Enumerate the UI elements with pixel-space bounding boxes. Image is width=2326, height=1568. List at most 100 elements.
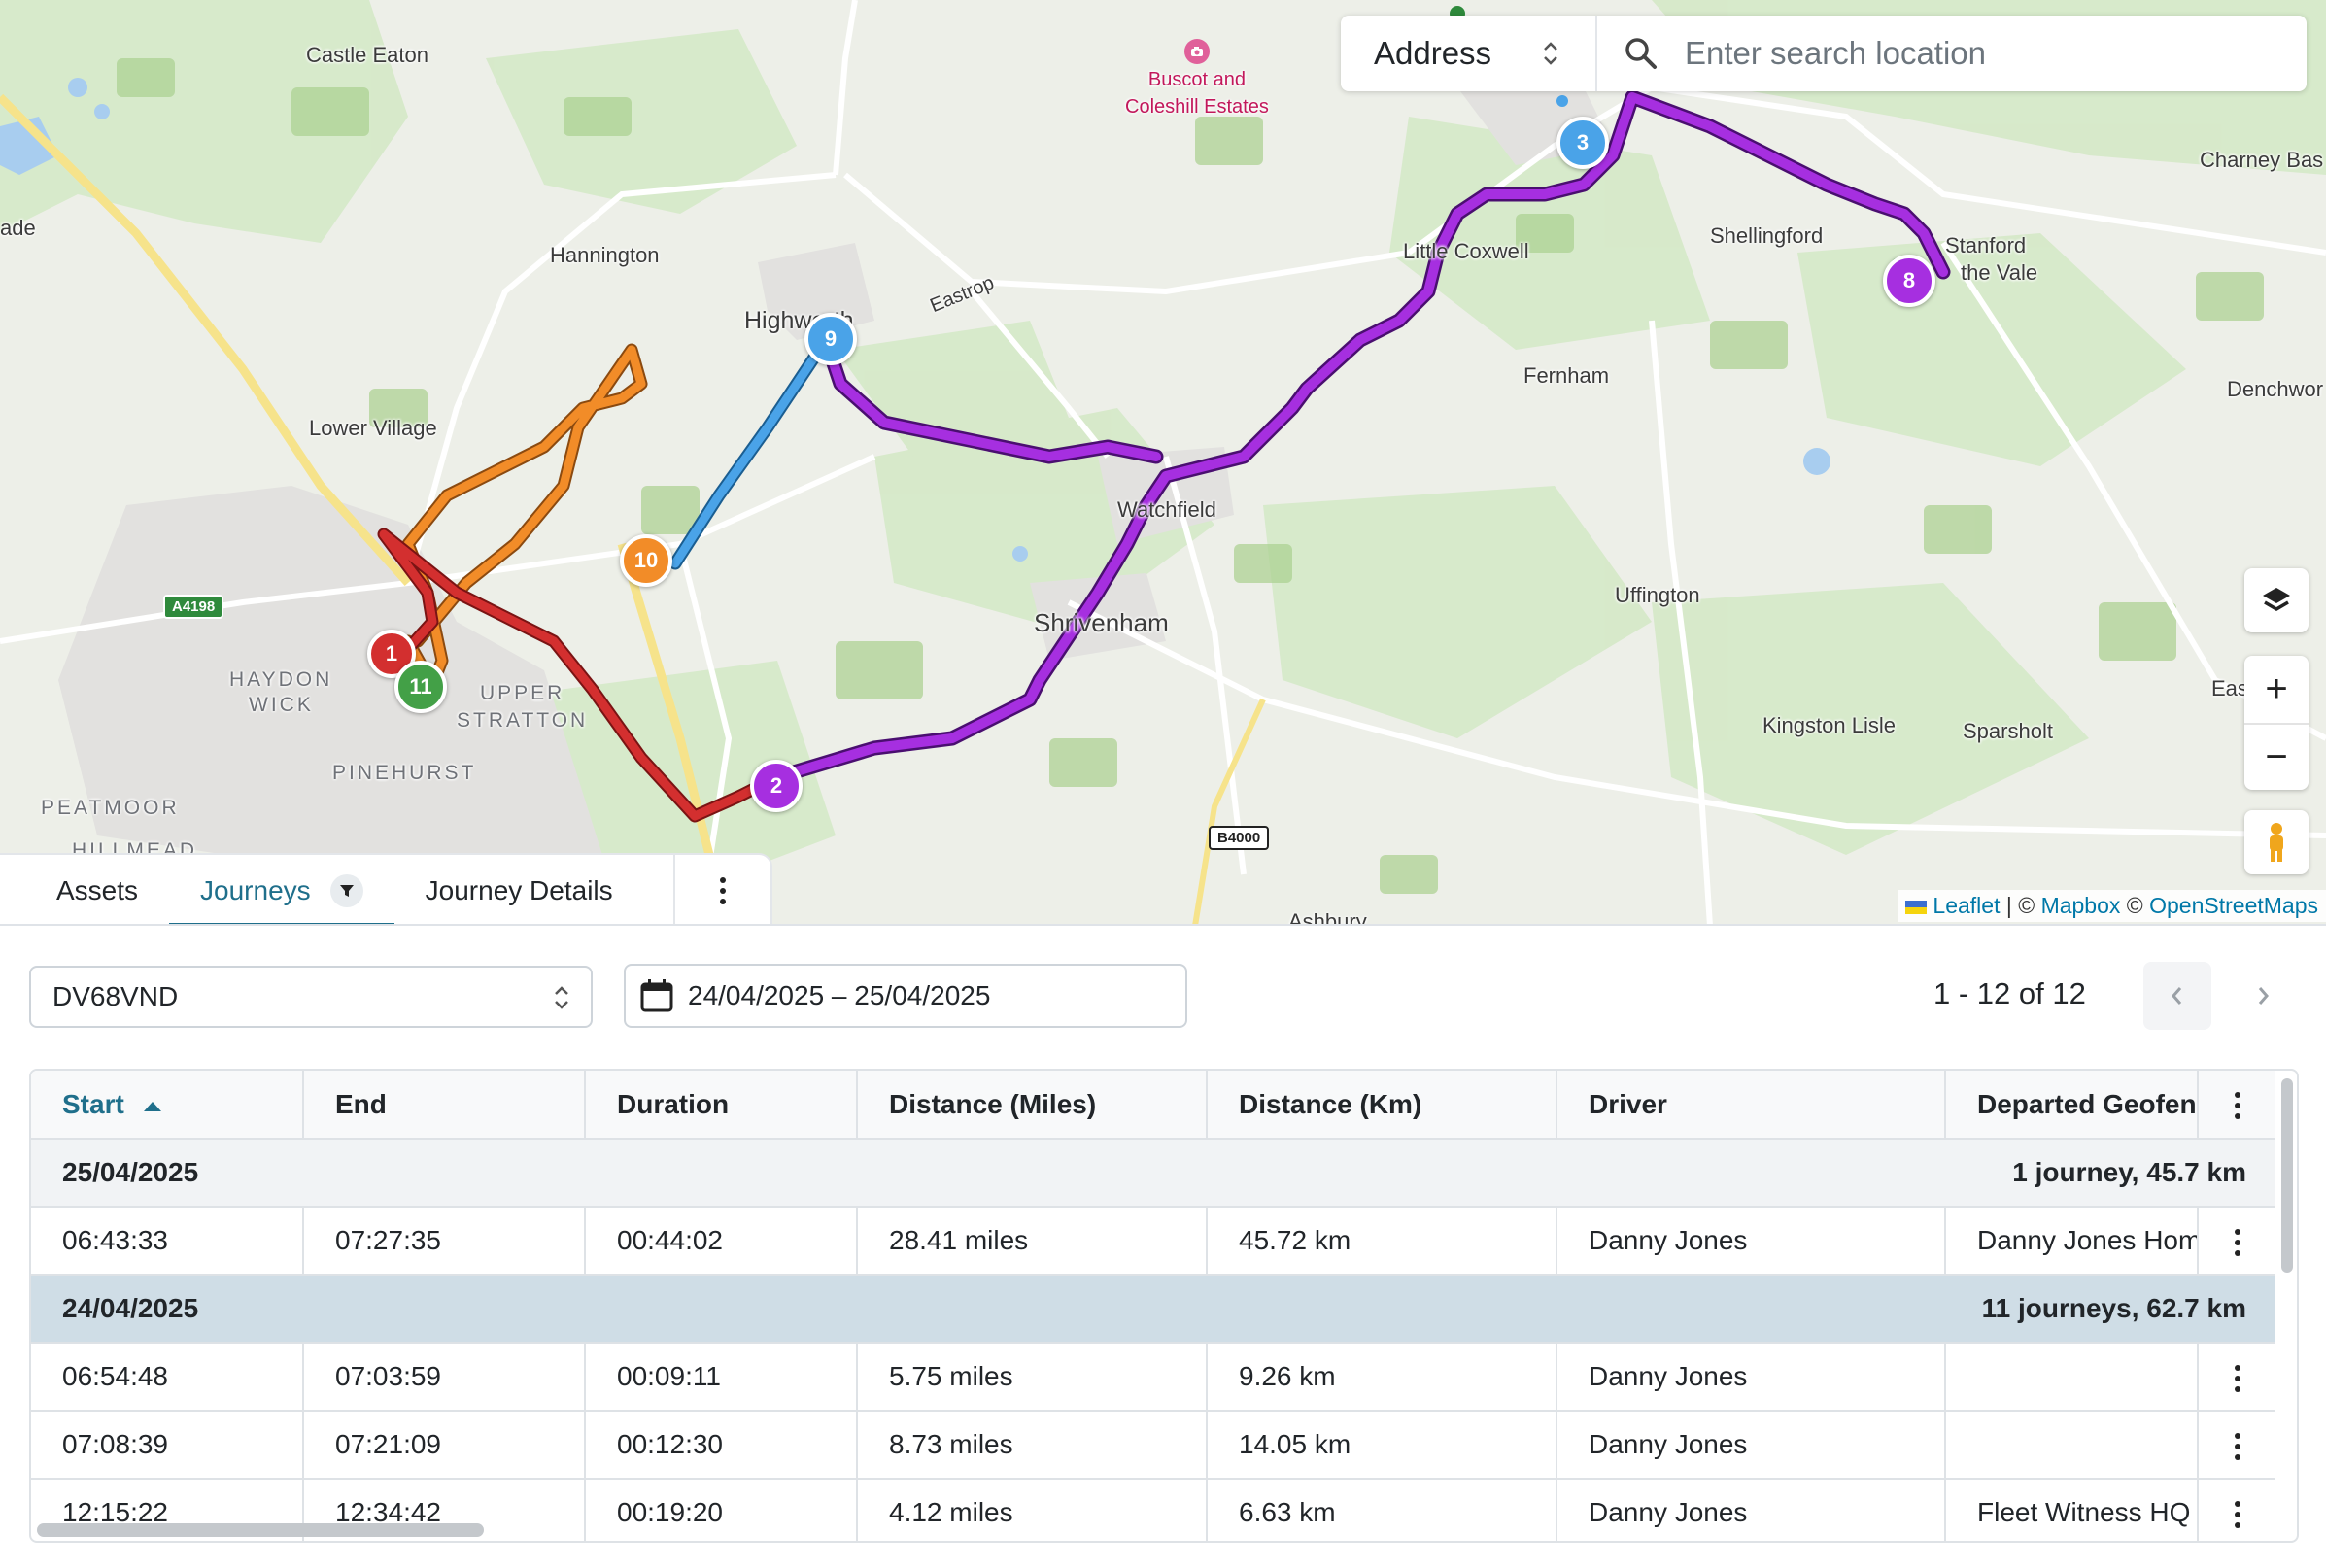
place-label: Denchwor bbox=[2227, 377, 2324, 401]
column-header-start[interactable]: Start bbox=[31, 1071, 304, 1140]
zoom-out-button[interactable]: − bbox=[2244, 723, 2309, 790]
area-label: UPPER bbox=[480, 682, 565, 704]
more-vertical-icon bbox=[2234, 1228, 2240, 1256]
search-input[interactable] bbox=[1685, 35, 2307, 72]
group-summary: 1 journey, 45.7 km bbox=[1207, 1139, 2275, 1208]
place-label: Lower Village bbox=[309, 416, 437, 440]
journey-marker[interactable]: 3 bbox=[1556, 117, 1609, 169]
column-header-distance-km[interactable]: Distance (Km) bbox=[1207, 1071, 1557, 1140]
horizontal-scrollbar[interactable] bbox=[37, 1523, 484, 1537]
journey-marker[interactable]: 10 bbox=[620, 534, 672, 587]
group-date: 24/04/2025 bbox=[31, 1275, 1207, 1344]
map-attribution: Leaflet | © Mapbox © OpenStreetMaps bbox=[1898, 890, 2326, 922]
column-header-end[interactable]: End bbox=[303, 1071, 586, 1140]
table-row[interactable]: 07:08:39 07:21:09 00:12:30 8.73 miles 14… bbox=[31, 1411, 2275, 1480]
place-label: Watchfield bbox=[1117, 497, 1216, 522]
journey-marker[interactable]: 8 bbox=[1883, 255, 1935, 307]
pagination-info: 1 - 12 of 12 bbox=[1933, 976, 2086, 1010]
tab-journey-details[interactable]: Journey Details bbox=[425, 875, 613, 905]
street-view-button[interactable] bbox=[2244, 810, 2309, 874]
area-label: PEATMOOR bbox=[41, 797, 180, 819]
place-label: Shellingford bbox=[1710, 223, 1824, 248]
place-label: Little Coxwell bbox=[1403, 239, 1529, 263]
cell-driver: Danny Jones bbox=[1556, 1343, 1946, 1412]
column-header-label: Start bbox=[62, 1088, 124, 1119]
place-label: Sparsholt bbox=[1963, 719, 2053, 743]
attribution-sep: | © bbox=[2005, 893, 2035, 918]
person-icon bbox=[2270, 823, 2283, 862]
more-vertical-icon bbox=[2234, 1364, 2240, 1392]
cell-driver: Danny Jones bbox=[1556, 1479, 1946, 1541]
place-label: Stanford bbox=[1945, 233, 2027, 257]
place-label: Hannington bbox=[550, 243, 660, 267]
cell-distance-km: 14.05 km bbox=[1207, 1411, 1557, 1480]
place-label: Ashbury bbox=[1288, 909, 1367, 926]
row-menu-button[interactable] bbox=[2198, 1479, 2275, 1541]
group-row[interactable]: 25/04/2025 1 journey, 45.7 km bbox=[31, 1139, 2275, 1208]
area-label: HAYDON bbox=[229, 668, 333, 691]
search-icon bbox=[1597, 36, 1685, 71]
poi-line2: Coleshill Estates bbox=[1125, 96, 1269, 118]
cell-departed-geofence: Danny Jones Home bbox=[1945, 1207, 2199, 1276]
row-menu-button[interactable] bbox=[2198, 1343, 2275, 1412]
column-header-duration[interactable]: Duration bbox=[585, 1071, 858, 1140]
table-header-row: Start End Duration Distance (Miles) Dist… bbox=[31, 1071, 2275, 1140]
journey-marker[interactable]: 11 bbox=[394, 661, 447, 713]
chevron-left-icon bbox=[2172, 987, 2182, 1005]
chevron-updown-icon bbox=[555, 986, 568, 1009]
osm-link[interactable]: OpenStreetMaps bbox=[2149, 893, 2318, 918]
zoom-in-button[interactable]: + bbox=[2265, 667, 2288, 710]
more-vertical-icon bbox=[2234, 1092, 2240, 1120]
search-type-label: Address bbox=[1374, 35, 1492, 71]
date-range-picker[interactable]: 24/04/2025 – 25/04/2025 bbox=[624, 964, 1187, 1028]
journey-marker[interactable]: 9 bbox=[804, 313, 857, 365]
tab-journeys[interactable]: Journeys bbox=[169, 855, 394, 924]
vehicle-value: DV68VND bbox=[52, 981, 179, 1011]
journey-marker[interactable]: 2 bbox=[750, 760, 803, 812]
location-search: Address bbox=[1341, 16, 2307, 91]
calendar-icon bbox=[640, 979, 673, 1012]
cell-duration: 00:44:02 bbox=[585, 1207, 858, 1276]
camera-icon bbox=[1183, 39, 1210, 64]
place-label: Charney Bas bbox=[2200, 148, 2324, 172]
leaflet-link[interactable]: Leaflet bbox=[1933, 893, 2001, 918]
tab-assets[interactable]: Assets bbox=[56, 875, 139, 905]
vertical-scrollbar[interactable] bbox=[2281, 1078, 2293, 1273]
vehicle-select[interactable]: DV68VND bbox=[29, 966, 593, 1028]
panel-tabs: Assets Journeys Journey Details bbox=[0, 853, 772, 924]
cell-departed-geofence: Fleet Witness HQ bbox=[1945, 1479, 2199, 1541]
layers-button[interactable] bbox=[2244, 568, 2309, 632]
more-vertical-icon bbox=[2234, 1500, 2240, 1528]
table-row[interactable]: 06:54:48 07:03:59 00:09:11 5.75 miles 9.… bbox=[31, 1343, 2275, 1412]
cell-duration: 00:19:20 bbox=[585, 1479, 858, 1541]
next-page-button[interactable] bbox=[2229, 962, 2297, 1030]
group-summary: 11 journeys, 62.7 km bbox=[1207, 1275, 2275, 1344]
cell-distance-km: 45.72 km bbox=[1207, 1207, 1557, 1276]
table-row[interactable]: 06:43:33 07:27:35 00:44:02 28.41 miles 4… bbox=[31, 1207, 2275, 1276]
road-shield: B4000 bbox=[1209, 826, 1270, 850]
zoom-control: + − bbox=[2244, 656, 2309, 790]
chevron-right-icon bbox=[2258, 987, 2269, 1005]
map-view[interactable]: Castle Eaton Hannington Lower Village Hi… bbox=[0, 0, 2326, 926]
group-date: 25/04/2025 bbox=[31, 1139, 1207, 1208]
area-label: STRATTON bbox=[457, 709, 589, 732]
column-header-driver[interactable]: Driver bbox=[1556, 1071, 1946, 1140]
tabs-more-button[interactable] bbox=[673, 855, 770, 924]
place-label: Kingston Lisle bbox=[1762, 713, 1896, 737]
column-header-distance-miles[interactable]: Distance (Miles) bbox=[857, 1071, 1208, 1140]
row-menu-button[interactable] bbox=[2198, 1411, 2275, 1480]
row-menu-button[interactable] bbox=[2198, 1207, 2275, 1276]
search-type-select[interactable]: Address bbox=[1341, 16, 1597, 91]
table-row[interactable]: 12:15:22 12:34:42 00:19:20 4.12 miles 6.… bbox=[31, 1479, 2275, 1541]
mapbox-link[interactable]: Mapbox bbox=[2040, 893, 2121, 918]
filter-icon[interactable] bbox=[329, 874, 363, 907]
group-row[interactable]: 24/04/2025 11 journeys, 62.7 km bbox=[31, 1275, 2275, 1344]
cell-distance-miles: 4.12 miles bbox=[857, 1479, 1208, 1541]
area-label: WICK bbox=[249, 694, 314, 716]
column-header-departed-geofence[interactable]: Departed Geofence bbox=[1945, 1071, 2199, 1140]
cell-distance-miles: 8.73 miles bbox=[857, 1411, 1208, 1480]
prev-page-button[interactable] bbox=[2143, 962, 2211, 1030]
column-menu-button[interactable] bbox=[2198, 1071, 2275, 1140]
sort-ascending-icon bbox=[143, 1101, 161, 1111]
layers-icon bbox=[2263, 588, 2290, 612]
